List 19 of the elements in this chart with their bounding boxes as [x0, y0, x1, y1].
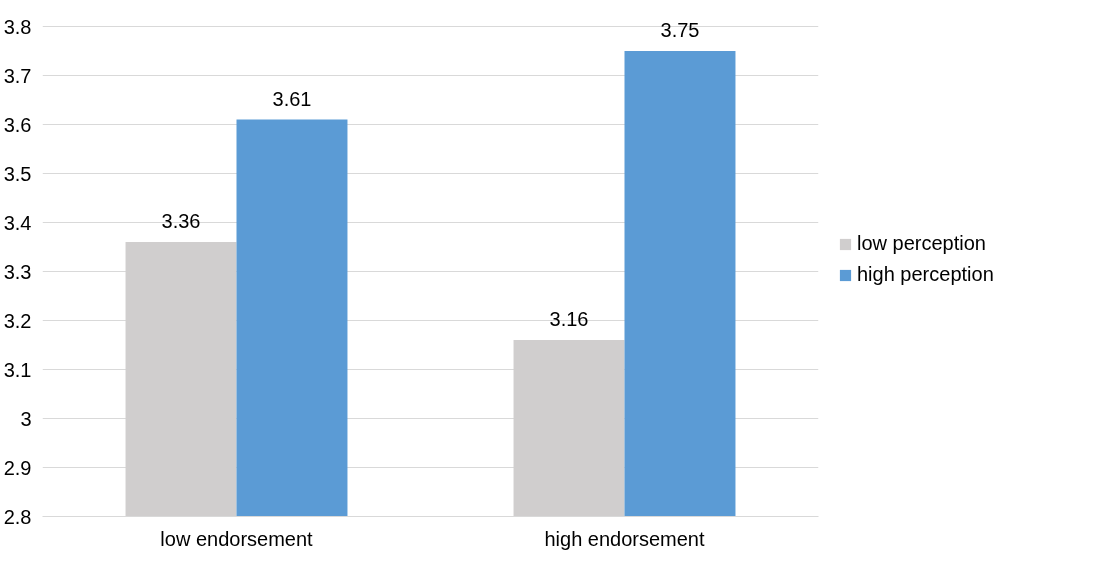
y-tick-label: 3.5: [3, 162, 32, 185]
legend-label: high perception: [857, 263, 994, 286]
data-label: 3.75: [660, 19, 700, 41]
x-tick-label: high endorsement: [544, 527, 705, 550]
y-tick-label: 3.6: [3, 113, 32, 136]
data-label: 3.36: [161, 210, 201, 233]
x-tick-label: low endorsement: [160, 527, 314, 550]
y-tick-label: 3.7: [3, 64, 32, 87]
y-tick-label: 3: [20, 407, 32, 430]
data-label: 3.61: [272, 87, 312, 110]
data-label: 3.16: [549, 308, 589, 331]
y-tick-label: 3.1: [3, 358, 32, 381]
legend-label: low perception: [857, 232, 986, 255]
y-tick-label: 3.3: [3, 260, 32, 283]
y-tick-label: 2.8: [3, 505, 32, 528]
y-tick-label: 3.8: [3, 15, 32, 38]
y-tick-label: 3.2: [3, 309, 32, 332]
y-tick-label: 3.4: [3, 211, 32, 234]
y-tick-label: 2.9: [3, 456, 32, 479]
